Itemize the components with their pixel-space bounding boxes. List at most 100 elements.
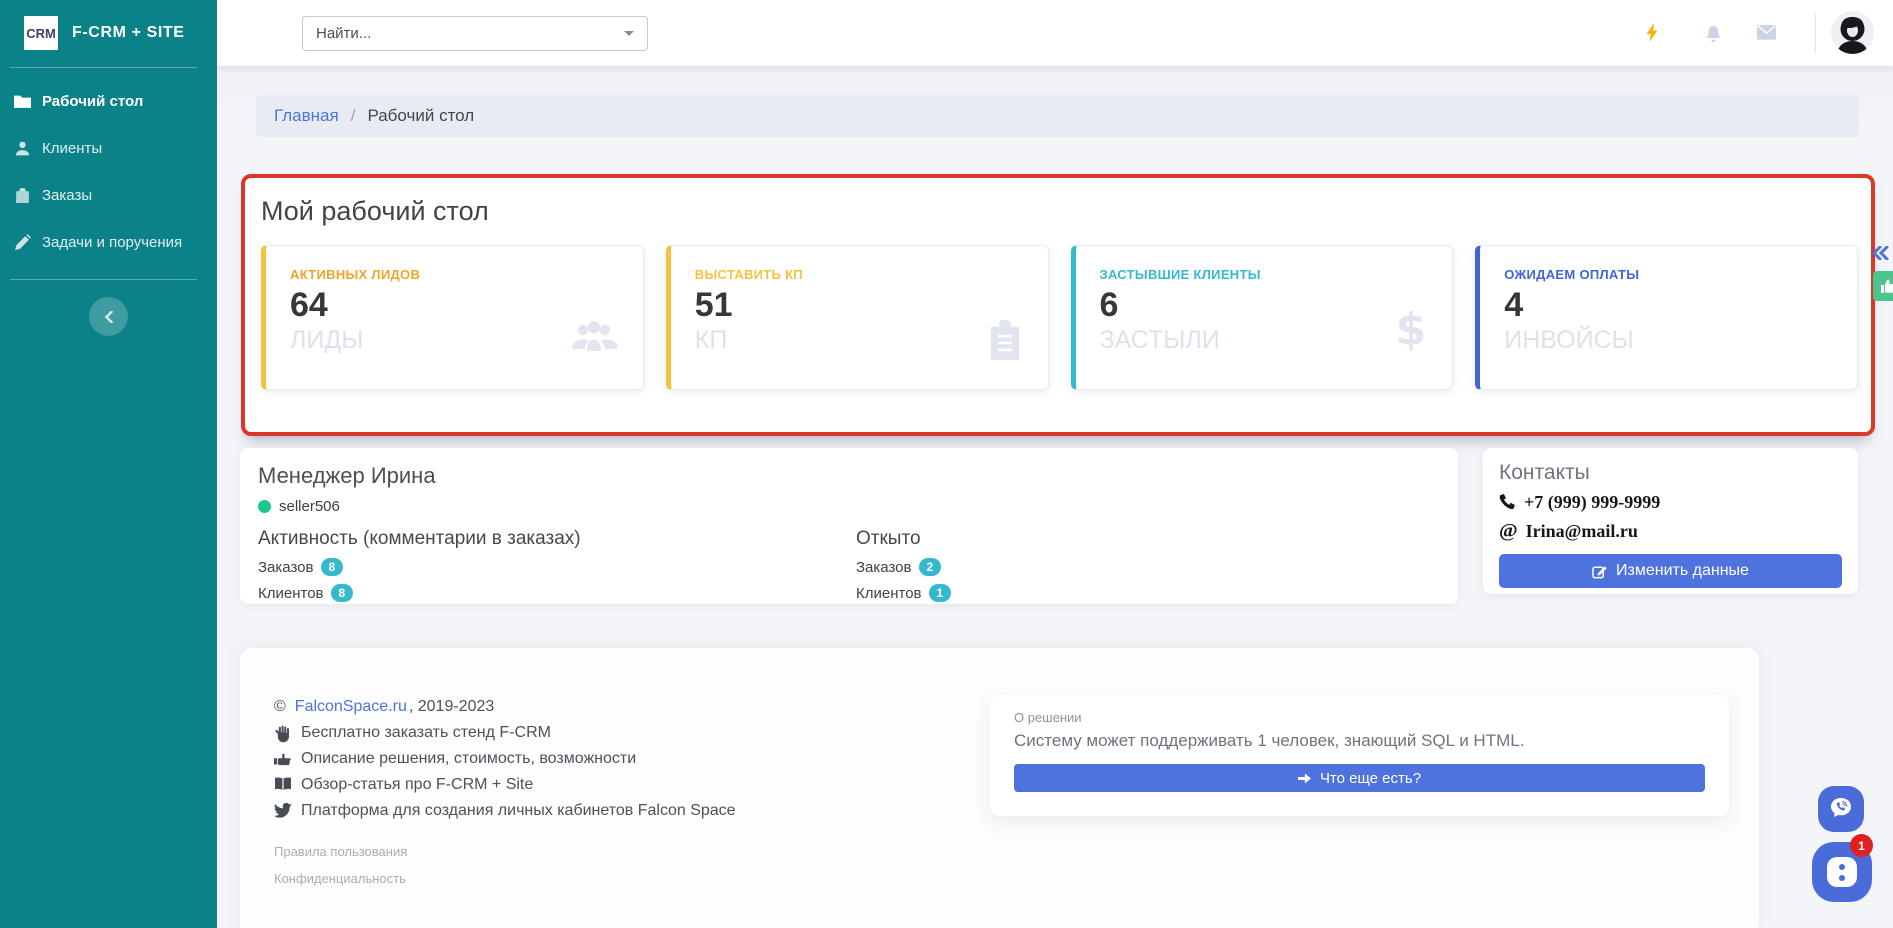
footer-link-row: Обзор-статья про F-CRM + Site bbox=[274, 776, 1759, 794]
feedback-button[interactable] bbox=[1873, 271, 1893, 301]
copyright-line: © FalconSpace.ru, 2019-2023 bbox=[274, 698, 1759, 716]
phone-row: +7 (999) 999-9999 bbox=[1499, 492, 1842, 513]
sidebar-item-label: Клиенты bbox=[42, 140, 103, 157]
stat-card-sublabel: ЛИДЫ bbox=[290, 325, 364, 354]
activity-column: Активность (комментарии в заказах) Заказ… bbox=[258, 528, 856, 602]
copyright-years: , 2019-2023 bbox=[408, 698, 495, 715]
footer-link[interactable]: Бесплатно заказать стенд F-CRM bbox=[301, 724, 551, 741]
panel-collapse-button[interactable] bbox=[1872, 246, 1889, 260]
dashboard-widget: Мой рабочий стол АКТИВНЫХ ЛИДОВ 64 ЛИДЫ … bbox=[241, 174, 1875, 436]
legal-links: Правила пользования Конфиденциальность bbox=[274, 844, 1759, 886]
open-column: Откыто Заказов 2 Клиентов 1 bbox=[856, 528, 952, 602]
breadcrumb-current: Рабочий стол bbox=[367, 106, 475, 125]
count-badge: 1 bbox=[928, 584, 952, 602]
search-placeholder: Найти... bbox=[316, 25, 372, 42]
stat-card-label: ЗАСТЫВШИЕ КЛИЕНТЫ bbox=[1099, 267, 1261, 282]
stat-card-value: 6 bbox=[1099, 286, 1119, 324]
stat-card-stalled-clients[interactable]: ЗАСТЫВШИЕ КЛИЕНТЫ 6 ЗАСТЫЛИ $ bbox=[1070, 245, 1454, 390]
bell-icon[interactable] bbox=[1704, 23, 1723, 42]
count-label: Клиентов bbox=[856, 584, 922, 602]
count-badge: 2 bbox=[918, 558, 942, 576]
email-address: Irina@mail.ru bbox=[1525, 521, 1638, 541]
stat-card-value: 64 bbox=[290, 286, 328, 324]
manager-username: seller506 bbox=[279, 498, 340, 515]
count-label: Заказов bbox=[258, 558, 314, 576]
count-badge: 8 bbox=[330, 584, 354, 602]
footer-link-row: Бесплатно заказать стенд F-CRM bbox=[274, 724, 1759, 743]
terms-link[interactable]: Правила пользования bbox=[274, 844, 408, 859]
topbar: Найти... bbox=[217, 0, 1893, 66]
dollar-icon: $ bbox=[1395, 304, 1427, 355]
avatar[interactable] bbox=[1831, 11, 1874, 54]
sidebar-item-orders[interactable]: Заказы bbox=[0, 172, 217, 219]
phone-number: +7 (999) 999-9999 bbox=[1524, 492, 1661, 512]
footer-link[interactable]: Платформа для создания личных кабинетов … bbox=[301, 802, 736, 819]
hand-icon bbox=[274, 725, 292, 743]
stat-card-send-proposal[interactable]: ВЫСТАВИТЬ КП 51 КП bbox=[665, 245, 1049, 390]
sidebar: CRM F-CRM + SITE Рабочий стол Клиенты За… bbox=[0, 0, 217, 928]
stat-cards-row: АКТИВНЫХ ЛИДОВ 64 ЛИДЫ ВЫСТАВИТЬ КП 51 К… bbox=[261, 245, 1858, 390]
copyright-symbol: © bbox=[274, 698, 286, 715]
envelope-icon[interactable] bbox=[1757, 25, 1776, 44]
users-icon bbox=[571, 318, 617, 354]
topbar-divider bbox=[1815, 13, 1816, 53]
sidebar-item-desktop[interactable]: Рабочий стол bbox=[0, 78, 217, 125]
sidebar-divider bbox=[10, 67, 197, 68]
falconspace-link[interactable]: FalconSpace.ru bbox=[294, 698, 407, 715]
breadcrumb-separator: / bbox=[350, 106, 356, 125]
sidebar-item-tasks[interactable]: Задачи и поручения bbox=[0, 219, 217, 266]
what-else-button[interactable]: Что еще есть? bbox=[1014, 764, 1705, 792]
stat-card-sublabel: ЗАСТЫЛИ bbox=[1099, 325, 1220, 354]
manager-panel: Менеджер Ирина seller506 Активность (ком… bbox=[240, 448, 1458, 604]
stat-card-label: АКТИВНЫХ ЛИДОВ bbox=[290, 267, 421, 282]
stat-card-label: ОЖИДАЕМ ОПЛАТЫ bbox=[1504, 267, 1640, 282]
edit-icon bbox=[1592, 564, 1607, 579]
brand-title: F-CRM + SITE bbox=[72, 24, 185, 41]
twitter-icon bbox=[274, 803, 292, 819]
footer-link[interactable]: Обзор-статья про F-CRM + Site bbox=[301, 776, 534, 793]
about-text: Систему может поддерживать 1 человек, зн… bbox=[1014, 731, 1525, 750]
double-chevron-left-icon bbox=[1872, 246, 1889, 260]
brand-area[interactable]: CRM F-CRM + SITE bbox=[0, 0, 217, 67]
edit-data-button[interactable]: Изменить данные bbox=[1499, 554, 1842, 588]
desktop-icon bbox=[14, 93, 31, 110]
email-row: @ Irina@mail.ru bbox=[1499, 520, 1842, 543]
count-badge: 8 bbox=[320, 558, 344, 576]
stat-card-label: ВЫСТАВИТЬ КП bbox=[694, 267, 803, 282]
stat-card-awaiting-payment[interactable]: ОЖИДАЕМ ОПЛАТЫ 4 ИНВОЙСЫ bbox=[1475, 245, 1858, 390]
open-orders-row: Заказов 2 bbox=[856, 558, 951, 576]
sidebar-item-label: Рабочий стол bbox=[42, 93, 144, 110]
stat-card-active-leads[interactable]: АКТИВНЫХ ЛИДОВ 64 ЛИДЫ bbox=[261, 245, 644, 390]
sidebar-collapse-button[interactable] bbox=[89, 297, 128, 336]
open-clients-row: Клиентов 1 bbox=[856, 584, 952, 602]
edit-button-label: Изменить данные bbox=[1616, 562, 1749, 579]
activity-title: Активность (комментарии в заказах) bbox=[258, 528, 581, 549]
chat-icon bbox=[1827, 857, 1857, 887]
bolt-icon[interactable] bbox=[1643, 23, 1662, 42]
online-status-dot bbox=[258, 500, 271, 513]
sidebar-item-label: Заказы bbox=[42, 187, 93, 204]
chevron-down-icon bbox=[624, 31, 634, 36]
breadcrumb-home-link[interactable]: Главная bbox=[274, 106, 339, 125]
chevron-left-icon bbox=[103, 310, 115, 323]
footer-link-row: Платформа для создания личных кабинетов … bbox=[274, 802, 1759, 820]
viber-button[interactable] bbox=[1818, 786, 1864, 832]
clipboard-icon bbox=[14, 187, 31, 204]
hand-point-icon bbox=[274, 751, 292, 767]
search-input[interactable]: Найти... bbox=[302, 16, 648, 51]
footer-link[interactable]: Описание решения, стоимость, возможности bbox=[301, 750, 637, 767]
clipboard-list-icon bbox=[988, 318, 1022, 362]
about-title: О решении bbox=[1014, 710, 1082, 725]
main-content: Главная / Рабочий стол Мой рабочий стол … bbox=[217, 66, 1893, 928]
arrow-right-icon bbox=[1297, 772, 1311, 785]
chat-notification-badge: 1 bbox=[1850, 834, 1873, 857]
sidebar-item-clients[interactable]: Клиенты bbox=[0, 125, 217, 172]
stat-card-value: 4 bbox=[1504, 286, 1524, 324]
what-else-label: Что еще есть? bbox=[1319, 769, 1422, 787]
at-icon: @ bbox=[1499, 520, 1518, 542]
count-label: Клиентов bbox=[258, 584, 324, 602]
sidebar-item-label: Задачи и поручения bbox=[42, 234, 183, 251]
stat-card-sublabel: ИНВОЙСЫ bbox=[1504, 325, 1634, 354]
user-icon bbox=[14, 140, 31, 157]
privacy-link[interactable]: Конфиденциальность bbox=[274, 871, 406, 886]
